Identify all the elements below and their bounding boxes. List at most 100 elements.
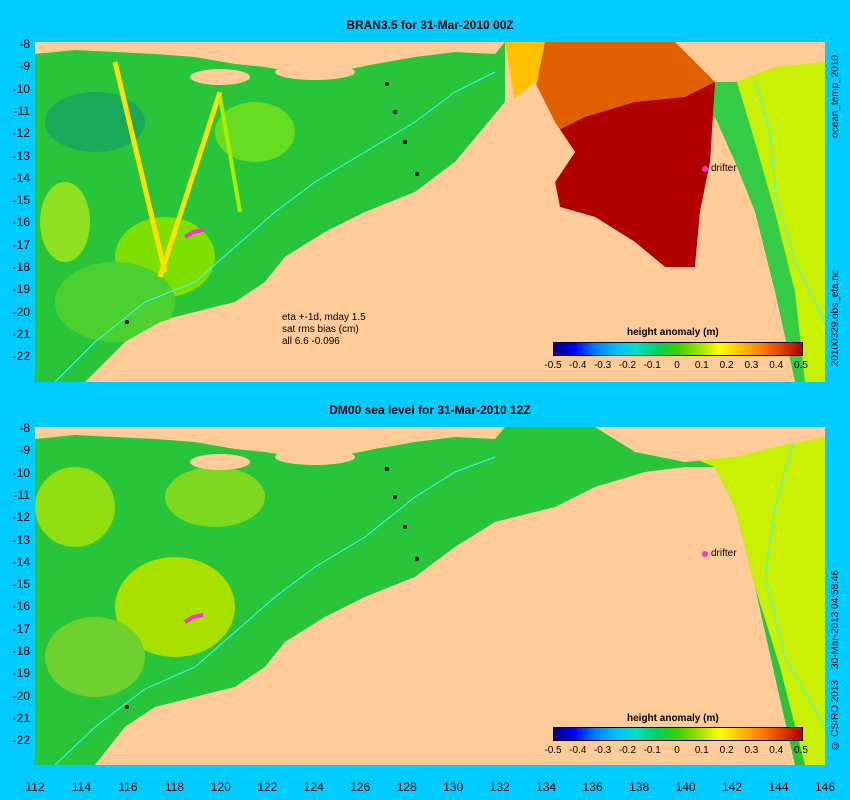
y-tick-label: -14 — [12, 554, 30, 569]
y-tick-label: -12 — [12, 510, 30, 525]
colorbar-tick-label: 0.5 — [794, 360, 808, 371]
y-tick-label: -13 — [12, 532, 30, 547]
note-line: eta +-1d, mday 1.5 — [282, 312, 366, 323]
land-new-guinea — [675, 42, 825, 82]
depth-contour — [764, 436, 825, 728]
y-tick-label: -22 — [12, 349, 30, 364]
x-tick-label: 142 — [722, 780, 743, 794]
top-source-label: ocean_temp_2010 — [830, 55, 841, 138]
anomaly-patch — [40, 182, 90, 262]
top-map-canvas — [35, 42, 825, 382]
y-tick-label: -21 — [12, 710, 30, 725]
top-file-label: 20100329.obs_eta.nc — [830, 270, 841, 367]
sat-track — [218, 96, 242, 213]
land-island — [190, 454, 250, 470]
colorbar-title: height anomaly (m) — [627, 713, 719, 724]
x-tick-label: 118 — [164, 780, 184, 794]
y-tick-label: -18 — [12, 644, 30, 658]
colorbar-tick-label: 0.3 — [744, 745, 759, 756]
y-tick-label: -8 — [19, 37, 30, 51]
land-island — [275, 64, 355, 80]
ocean-field-east — [505, 42, 825, 382]
depth-contour — [54, 456, 496, 765]
x-tick-label: 144 — [768, 780, 789, 794]
y-tick-label: -19 — [12, 666, 30, 681]
top-map: eta +-1d, mday 1.5 sat rms bias (cm) all… — [35, 42, 825, 382]
station-marker — [125, 320, 129, 324]
station-marker — [393, 495, 397, 499]
y-tick-label: -10 — [12, 81, 30, 96]
land-north-islands — [35, 427, 505, 457]
y-tick-label: -17 — [12, 237, 30, 252]
colorbar-tick-label: 0.2 — [719, 745, 734, 756]
y-tick-label: -11 — [13, 487, 30, 502]
colorbar-tick-label: 0.5 — [794, 745, 808, 756]
colorbar-tick-label: -0.5 — [544, 360, 562, 371]
sat-track — [157, 91, 223, 278]
anomaly-patch — [115, 557, 235, 657]
land-australia — [95, 82, 795, 382]
y-tick-label: -12 — [12, 126, 30, 141]
x-tick-label: 132 — [489, 780, 510, 794]
y-tick-label: -17 — [12, 621, 30, 636]
x-tick-label: 112 — [25, 780, 45, 794]
drifter-marker — [702, 166, 708, 172]
y-tick-label: -22 — [12, 733, 30, 748]
sat-track — [112, 61, 168, 273]
bottom-map-title: DM00 sea level for 31-Mar-2010 12Z — [329, 403, 531, 417]
y-tick-label: -20 — [12, 304, 30, 319]
station-marker — [403, 140, 407, 144]
note-line: sat rms bias (cm) — [282, 324, 359, 335]
colorbar-tick-label: -0.4 — [569, 745, 587, 756]
colorbar-tick-label: -0.1 — [643, 360, 661, 371]
copyright-label: © CSIRO 2013 — [830, 680, 841, 751]
anomaly-patch — [215, 102, 295, 162]
colorbar-tick-label: 0.4 — [769, 745, 784, 756]
sat-stats-note: eta +-1d, mday 1.5 sat rms bias (cm) all… — [282, 312, 366, 348]
depth-contour — [54, 71, 496, 382]
anomaly-patch — [45, 92, 145, 152]
y-tick-label: -21 — [12, 326, 30, 341]
y-tick-label: -20 — [12, 688, 30, 703]
y-tick-label: -15 — [12, 577, 30, 592]
station-marker — [385, 467, 389, 471]
station-marker — [415, 557, 419, 561]
colorbar-tick-label: -0.1 — [643, 745, 661, 756]
y-tick-label: -9 — [19, 443, 30, 458]
colorbar-tick-label: 0.1 — [694, 745, 709, 756]
gulf-mid-anomaly — [525, 42, 715, 132]
land-north-islands — [35, 42, 505, 72]
land-island — [190, 69, 250, 85]
x-tick-label: 126 — [350, 780, 371, 794]
depth-contour — [754, 81, 825, 323]
station-marker — [385, 82, 389, 86]
drifter-marker — [702, 551, 708, 557]
colorbar-tick-label: 0.2 — [719, 360, 734, 371]
colorbar-tick-label: -0.3 — [593, 360, 612, 371]
note-line: all 6.6 -0.096 — [282, 336, 340, 347]
y-tick-label: -10 — [12, 465, 30, 480]
colorbar-tick-label: 0 — [674, 745, 680, 756]
y-tick-label: -16 — [12, 599, 30, 614]
colorbar-tick-label: -0.4 — [569, 360, 587, 371]
anomaly-patch — [45, 617, 145, 697]
east-anomaly — [725, 42, 825, 382]
x-tick-label: 138 — [629, 780, 650, 794]
x-tick-label: 122 — [257, 780, 278, 794]
station-marker — [393, 110, 397, 114]
y-tick-label: -18 — [12, 260, 30, 274]
gulf-high-anomaly — [515, 82, 715, 267]
x-tick-label: 114 — [71, 780, 92, 794]
x-tick-label: 146 — [814, 780, 836, 794]
y-tick-label: -9 — [19, 59, 30, 74]
colorbar — [553, 342, 803, 356]
x-tick-label: 128 — [396, 780, 417, 794]
anomaly-patch — [55, 262, 175, 342]
land-new-guinea — [595, 427, 825, 462]
station-marker — [125, 705, 129, 709]
colorbar — [553, 727, 803, 741]
x-tick-label: 124 — [303, 780, 324, 794]
colorbar-tick-label: -0.3 — [593, 745, 612, 756]
colorbar-tick-label: 0 — [674, 360, 680, 371]
colorbar-tick-label: 0.1 — [694, 360, 709, 371]
